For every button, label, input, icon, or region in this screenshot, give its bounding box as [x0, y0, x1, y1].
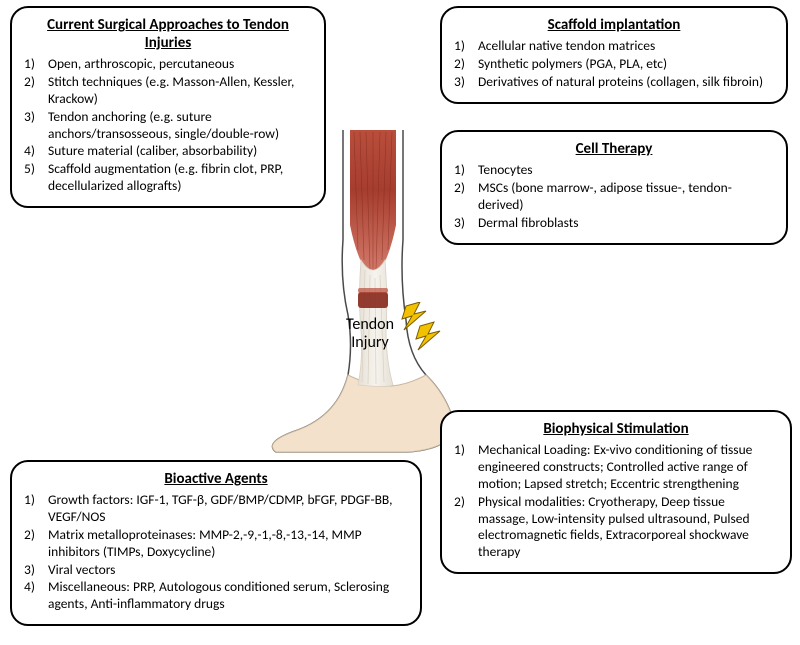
list-item: Derivatives of natural proteins (collage…	[454, 74, 774, 91]
panel-bioactive: Bioactive Agents Growth factors: IGF-1, …	[10, 460, 422, 626]
list-item: Open, arthroscopic, percutaneous	[24, 56, 312, 73]
list-item: Stitch techniques (e.g. Masson-Allen, Ke…	[24, 74, 312, 108]
panel-scaffold-list: Acellular native tendon matricesSyntheti…	[454, 38, 774, 91]
panel-cell-list: TenocytesMSCs (bone marrow-, adipose tis…	[454, 162, 774, 232]
panel-surgical: Current Surgical Approaches to Tendon In…	[10, 6, 326, 208]
panel-cell-title: Cell Therapy	[454, 140, 774, 158]
list-item: Viral vectors	[24, 562, 408, 579]
list-item: Growth factors: IGF-1, TGF-β, GDF/BMP/CD…	[24, 492, 408, 526]
panel-surgical-list: Open, arthroscopic, percutaneousStitch t…	[24, 56, 312, 195]
list-item: Dermal fibroblasts	[454, 215, 774, 232]
panel-surgical-title: Current Surgical Approaches to Tendon In…	[24, 16, 312, 52]
center-label: Tendon Injury	[330, 316, 410, 351]
injury-band-top	[358, 288, 388, 293]
panel-bioactive-title: Bioactive Agents	[24, 470, 408, 488]
list-item: Synthetic polymers (PGA, PLA, etc)	[454, 56, 774, 73]
list-item: Acellular native tendon matrices	[454, 38, 774, 55]
foot-fill	[272, 375, 453, 452]
list-item: Suture material (caliber, absorbability)	[24, 143, 312, 160]
list-item: Scaffold augmentation (e.g. fibrin clot,…	[24, 161, 312, 195]
list-item: Tendon anchoring (e.g. suture anchors/tr…	[24, 109, 312, 143]
list-item: Miscellaneous: PRP, Autologous condition…	[24, 579, 408, 613]
panel-biophys-title: Biophysical Stimulation	[454, 420, 778, 438]
panel-cell: Cell Therapy TenocytesMSCs (bone marrow-…	[440, 130, 788, 245]
panel-scaffold: Scaffold implantation Acellular native t…	[440, 6, 788, 104]
list-item: MSCs (bone marrow-, adipose tissue-, ten…	[454, 180, 774, 214]
list-item: Mechanical Loading: Ex-vivo conditioning…	[454, 442, 778, 493]
injury-band	[358, 292, 388, 308]
panel-scaffold-title: Scaffold implantation	[454, 16, 774, 34]
panel-bioactive-list: Growth factors: IGF-1, TGF-β, GDF/BMP/CD…	[24, 492, 408, 613]
list-item: Physical modalities: Cryotherapy, Deep t…	[454, 494, 778, 562]
panel-biophys: Biophysical Stimulation Mechanical Loadi…	[440, 410, 792, 574]
panel-biophys-list: Mechanical Loading: Ex-vivo conditioning…	[454, 442, 778, 561]
list-item: Tenocytes	[454, 162, 774, 179]
list-item: Matrix metalloproteinases: MMP-2,-9,-1,-…	[24, 527, 408, 561]
